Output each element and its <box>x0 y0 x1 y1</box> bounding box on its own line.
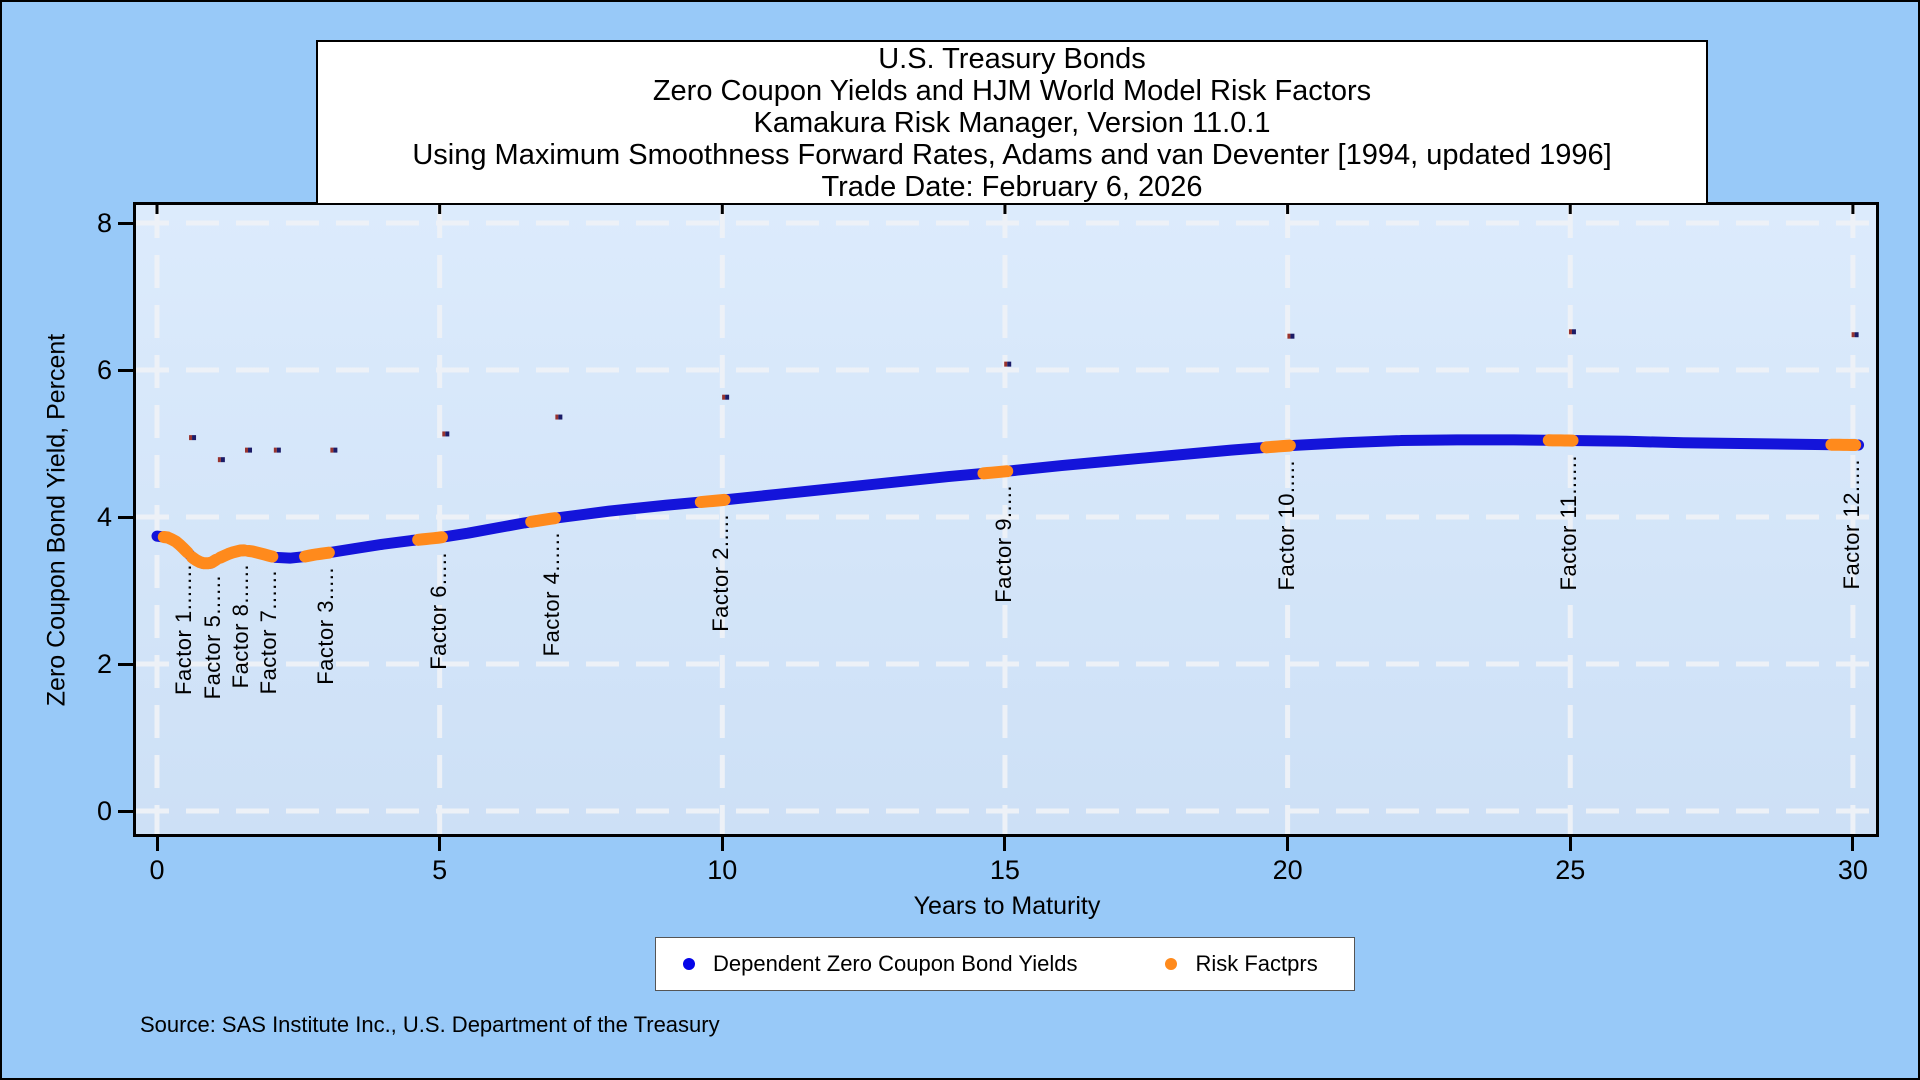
x-tick-label: 0 <box>149 855 165 885</box>
y-tick-mark <box>118 515 133 519</box>
factor-label: Factor 7...... <box>256 569 282 695</box>
outlier-dot <box>330 447 334 453</box>
outlier-dot <box>445 431 450 437</box>
source-note: Source: SAS Institute Inc., U.S. Departm… <box>140 1012 720 1037</box>
outlier-dot <box>192 435 197 441</box>
title-line-3: Kamakura Risk Manager, Version 11.0.1 <box>753 106 1271 139</box>
x-axis-title: Years to Maturity <box>913 892 1101 920</box>
factor-label: Factor 1....... <box>171 564 197 696</box>
y-tick-mark <box>118 662 133 666</box>
outlier-dot <box>1004 361 1008 367</box>
outlier-dot <box>558 414 563 420</box>
x-tick-label: 30 <box>1837 855 1868 885</box>
x-tick-label: 25 <box>1555 855 1586 885</box>
x-tick-label: 5 <box>432 855 448 885</box>
y-tick-mark <box>118 809 133 813</box>
outlier-dot <box>1290 333 1295 339</box>
x-tick-mark <box>438 837 442 851</box>
x-tick-mark <box>1003 837 1007 851</box>
risk-factor-segment <box>242 544 279 563</box>
outlier-dot <box>722 394 726 400</box>
x-tick-label: 15 <box>989 855 1020 885</box>
factor-label: Factor 9..... <box>990 485 1016 604</box>
outlier-dot <box>220 457 225 463</box>
outlier-dot <box>1851 332 1855 338</box>
legend-label-risk-factors: Risk Factprs <box>1195 951 1318 976</box>
y-tick-label: 2 <box>96 649 112 679</box>
outlier-dot <box>273 447 277 453</box>
x-tick-mark <box>1286 837 1290 851</box>
factor-label: Factor 12..... <box>1838 458 1864 590</box>
outlier-dot <box>245 447 249 453</box>
risk-factor-segment <box>214 544 251 564</box>
title-line-1: U.S. Treasury Bonds <box>878 42 1146 75</box>
y-tick-label: 6 <box>96 355 112 385</box>
risk-factor-segment <box>694 493 731 509</box>
outlier-dot <box>248 447 253 453</box>
factor-label: Factor 10..... <box>1273 459 1299 591</box>
title-line-2: Zero Coupon Yields and HJM World Model R… <box>652 74 1372 107</box>
y-tick-label: 4 <box>96 502 112 532</box>
x-tick-mark <box>155 837 159 851</box>
factor-label: Factor 3..... <box>312 567 338 685</box>
outlier-dot <box>555 414 559 420</box>
risk-factor-segment <box>1260 439 1296 454</box>
legend-item-dependent-yields: Dependent Zero Coupon Bond Yields <box>683 951 1077 977</box>
title-line-4: Using Maximum Smoothness Forward Rates, … <box>412 138 1612 171</box>
legend-label-dependent-yields: Dependent Zero Coupon Bond Yields <box>713 951 1078 976</box>
outlier-dot <box>1854 332 1859 338</box>
factor-label: Factor 11...... <box>1556 454 1582 591</box>
factor-label: Factor 2..... <box>708 514 734 632</box>
outlier-dot <box>217 457 221 463</box>
x-tick-mark <box>1568 837 1572 851</box>
factor-label: Factor 8...... <box>227 564 253 689</box>
blue-dot-icon <box>683 958 695 970</box>
outlier-dot <box>1571 329 1576 335</box>
risk-factor-segment <box>157 530 194 559</box>
legend-item-risk-factors: Risk Factprs <box>1165 951 1318 977</box>
x-tick-label: 10 <box>707 855 738 885</box>
outlier-dot <box>442 431 446 437</box>
yield-curve-plot <box>136 205 1876 834</box>
factor-label: Factor 4...... <box>538 532 564 657</box>
x-tick-mark <box>720 837 724 851</box>
x-tick-mark <box>1851 837 1855 851</box>
legend: Dependent Zero Coupon Bond Yields Risk F… <box>655 937 1355 991</box>
orange-dot-icon <box>1165 958 1178 970</box>
y-tick-label: 8 <box>96 208 112 238</box>
outlier-dot <box>333 447 338 453</box>
y-tick-label: 0 <box>96 796 112 826</box>
outlier-dot <box>1568 329 1572 335</box>
risk-factor-segment <box>977 465 1014 480</box>
outlier-dot <box>276 447 281 453</box>
risk-factor-segment <box>525 512 561 528</box>
title-line-5: Trade Date: February 6, 2026 <box>821 170 1203 203</box>
risk-factor-segment <box>299 546 335 563</box>
chart-title-box: U.S. Treasury Bonds Zero Coupon Yields a… <box>316 40 1708 205</box>
plot-area <box>133 202 1879 837</box>
factor-label: Factor 5...... <box>199 575 225 700</box>
outlier-dot <box>1287 333 1291 339</box>
outlier-dot <box>725 394 730 400</box>
x-tick-label: 20 <box>1272 855 1303 885</box>
y-tick-mark <box>118 221 133 225</box>
outlier-dot <box>189 435 193 441</box>
risk-factor-segment <box>412 531 448 546</box>
risk-factor-segment <box>186 551 222 570</box>
y-tick-mark <box>118 368 133 372</box>
factor-label: Factor 6..... <box>425 551 451 670</box>
outlier-dot <box>1007 361 1012 367</box>
